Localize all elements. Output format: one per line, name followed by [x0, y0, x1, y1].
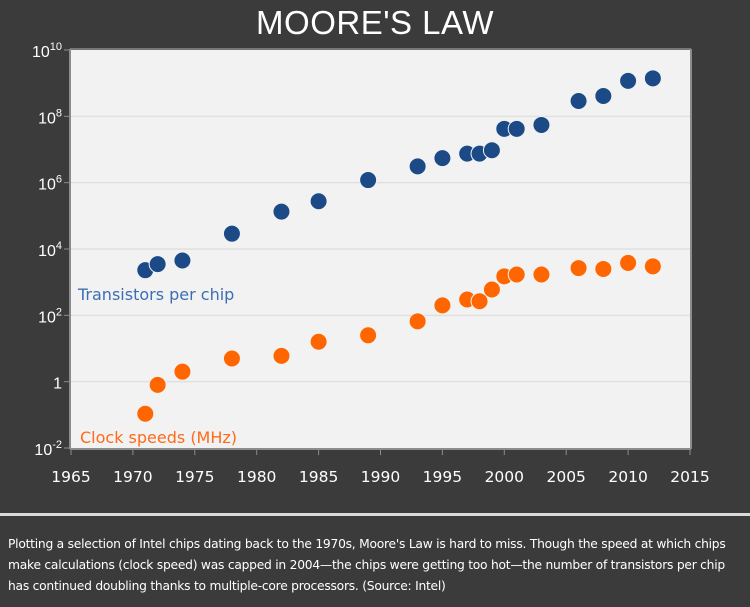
data-point — [569, 259, 588, 278]
data-point — [309, 192, 328, 211]
data-point — [136, 404, 155, 423]
chart-title: MOORE'S LAW — [256, 4, 494, 41]
data-point — [433, 149, 452, 168]
x-tick-label: 2015 — [670, 468, 709, 486]
data-point — [532, 115, 551, 134]
data-point — [222, 349, 241, 368]
data-point — [470, 292, 489, 311]
gridlines — [71, 115, 690, 383]
x-tick-label: 2000 — [485, 468, 524, 486]
series-transistors — [136, 69, 662, 280]
y-axis-ticks: 1010 108 106 104 102 1 10-2 — [32, 41, 70, 459]
x-tick-label: 2005 — [546, 468, 585, 486]
data-point — [359, 171, 378, 190]
data-point — [482, 141, 501, 160]
series-clock-speed — [136, 253, 662, 423]
data-point — [222, 224, 241, 243]
data-points — [136, 69, 662, 423]
data-point — [408, 157, 427, 176]
data-point — [148, 255, 167, 274]
x-axis-ticks: 1965 1970 1975 1980 1985 1990 1995 2000 2005 2010… — [51, 449, 710, 486]
data-point — [173, 251, 192, 270]
chart-canvas: 1965 1970 1975 1980 1985 1990 1995 2000 2005 2010… — [32, 41, 710, 486]
data-point — [482, 280, 501, 299]
y-tick-label: 102 — [38, 306, 62, 326]
y-tick-label: 104 — [38, 240, 62, 260]
y-tick-label: 106 — [38, 174, 62, 194]
caption-divider — [0, 513, 750, 516]
x-tick-label: 1980 — [237, 468, 276, 486]
data-point — [594, 87, 613, 106]
y-tick-label: 1 — [53, 376, 62, 393]
data-point — [594, 259, 613, 278]
data-point — [148, 375, 167, 394]
x-tick-label: 1990 — [361, 468, 400, 486]
data-point — [408, 312, 427, 331]
series-label-transistors: Transistors per chip — [77, 285, 234, 304]
data-point — [532, 265, 551, 284]
data-point — [643, 257, 662, 276]
data-point — [619, 71, 638, 90]
data-point — [643, 69, 662, 88]
x-tick-label: 1970 — [113, 468, 152, 486]
data-point — [359, 326, 378, 345]
data-point — [433, 296, 452, 315]
y-tick-label: 10-2 — [34, 439, 62, 459]
data-point — [173, 362, 192, 381]
y-tick-label: 1010 — [32, 41, 62, 61]
data-point — [272, 202, 291, 221]
data-point — [619, 253, 638, 272]
data-point — [309, 332, 328, 351]
x-tick-label: 2010 — [608, 468, 647, 486]
series-label-clock: Clock speeds (MHz) — [80, 428, 237, 447]
x-tick-label: 1985 — [299, 468, 338, 486]
x-tick-label: 1975 — [175, 468, 214, 486]
data-point — [569, 91, 588, 110]
data-point — [272, 346, 291, 365]
y-tick-label: 108 — [38, 107, 62, 127]
caption: Plotting a selection of Intel chips dati… — [8, 537, 726, 593]
data-point — [507, 265, 526, 284]
x-tick-label: 1965 — [51, 468, 90, 486]
x-tick-label: 1995 — [423, 468, 462, 486]
data-point — [507, 119, 526, 138]
